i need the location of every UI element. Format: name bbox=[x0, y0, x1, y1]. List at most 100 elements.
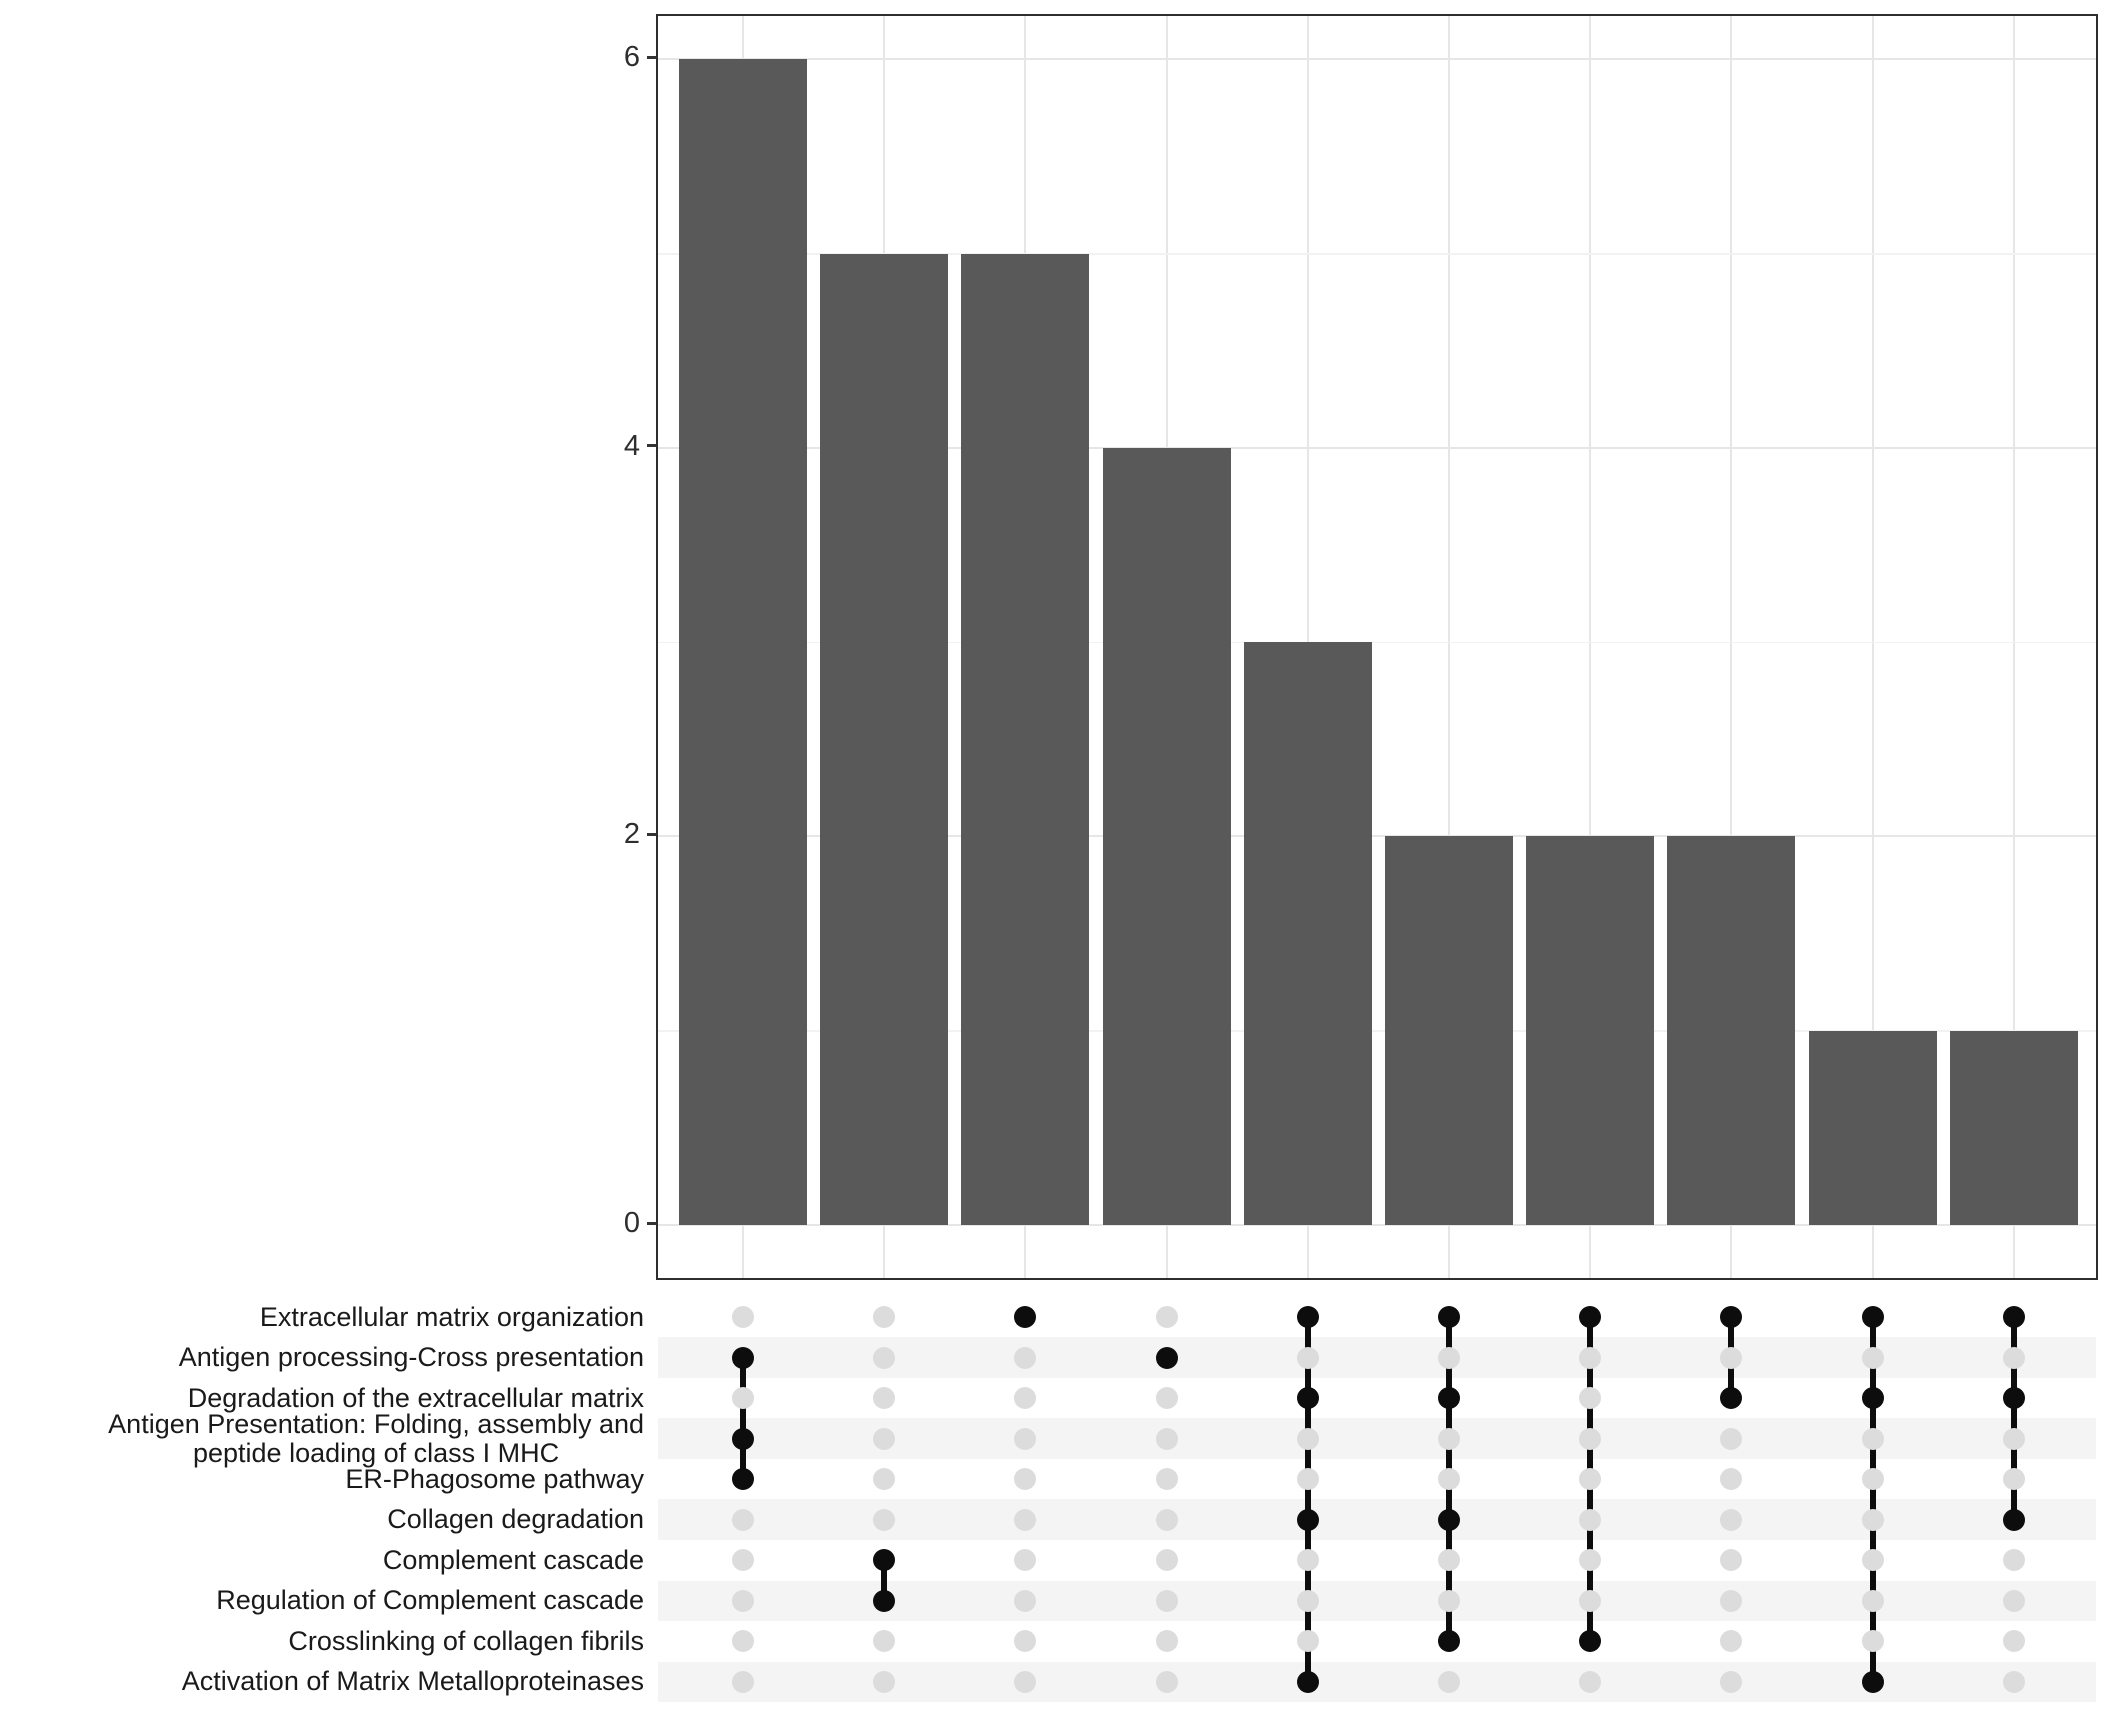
matrix-dot-empty bbox=[2002, 1630, 2025, 1653]
matrix-dot-empty bbox=[1296, 1549, 1319, 1572]
matrix-dot-empty bbox=[1579, 1508, 1602, 1531]
matrix-dot-empty bbox=[1438, 1427, 1460, 1450]
matrix-dot-empty bbox=[873, 1468, 896, 1491]
matrix-dot-filled bbox=[1861, 1387, 1884, 1410]
matrix-dot-empty bbox=[1438, 1346, 1460, 1369]
grid-line-v bbox=[1448, 16, 1450, 1278]
y-tick-mark bbox=[647, 55, 656, 59]
set-label: Crosslinking of collagen fibrils bbox=[288, 1625, 644, 1656]
matrix-dot-filled bbox=[1579, 1306, 1602, 1328]
matrix-dot-empty bbox=[2002, 1670, 2025, 1693]
matrix-dot-empty bbox=[1155, 1468, 1178, 1491]
matrix-dot-empty bbox=[1014, 1427, 1037, 1450]
matrix-dot-filled bbox=[1438, 1306, 1460, 1328]
matrix-dot-empty bbox=[1579, 1346, 1602, 1369]
matrix-dot-empty bbox=[1861, 1630, 1884, 1653]
matrix-dot-empty bbox=[732, 1306, 754, 1328]
matrix-dot-empty bbox=[1720, 1630, 1743, 1653]
intersection-bar bbox=[679, 59, 807, 1225]
matrix-dot-filled bbox=[732, 1427, 754, 1450]
matrix-dot-empty bbox=[1296, 1589, 1319, 1612]
set-label: Degradation of the extracellular matrix bbox=[187, 1382, 644, 1413]
matrix-dot-empty bbox=[1014, 1387, 1037, 1410]
matrix-row-stripe bbox=[658, 1580, 2096, 1622]
matrix-dot-filled bbox=[1296, 1387, 1319, 1410]
matrix-dot-empty bbox=[1861, 1508, 1884, 1531]
matrix-dot-filled bbox=[1438, 1630, 1460, 1653]
intersection-bar bbox=[1667, 836, 1796, 1225]
grid-line-v bbox=[2012, 16, 2015, 1278]
grid-line-v bbox=[1871, 16, 1874, 1278]
matrix-dot-empty bbox=[1296, 1427, 1319, 1450]
matrix-dot-empty bbox=[873, 1306, 896, 1328]
matrix-dot-empty bbox=[1861, 1427, 1884, 1450]
matrix-dot-empty bbox=[732, 1670, 754, 1693]
matrix-dot-empty bbox=[1720, 1549, 1743, 1572]
matrix-dot-filled bbox=[1014, 1306, 1037, 1328]
matrix-dot-empty bbox=[1014, 1346, 1037, 1369]
set-label: ER-Phagosome pathway bbox=[345, 1463, 644, 1494]
matrix-dot-filled bbox=[1438, 1508, 1460, 1531]
set-label: Extracellular matrix organization bbox=[259, 1301, 644, 1332]
matrix-dot-empty bbox=[1296, 1468, 1319, 1491]
matrix-dot-filled bbox=[732, 1468, 754, 1491]
intersection-bar bbox=[1102, 447, 1231, 1225]
y-tick-mark bbox=[647, 1221, 656, 1225]
matrix-dot-empty bbox=[1438, 1589, 1460, 1612]
matrix-dot-empty bbox=[1720, 1508, 1743, 1531]
matrix-dot-empty bbox=[1579, 1427, 1602, 1450]
matrix-dot-empty bbox=[2002, 1346, 2025, 1369]
matrix-dot-empty bbox=[873, 1630, 896, 1653]
matrix-dot-filled bbox=[1296, 1670, 1319, 1693]
set-label-line: Antigen Presentation: Folding, assembly … bbox=[108, 1408, 644, 1439]
matrix-dot-empty bbox=[873, 1346, 896, 1369]
matrix-dot-empty bbox=[1438, 1549, 1460, 1572]
matrix-dot-filled bbox=[2002, 1387, 2025, 1410]
matrix-dot-empty bbox=[1155, 1630, 1178, 1653]
intersection-bar bbox=[1949, 1030, 2078, 1225]
matrix-dot-empty bbox=[732, 1589, 754, 1612]
y-tick-label: 2 bbox=[623, 818, 640, 851]
grid-line-h-major bbox=[658, 58, 2096, 61]
matrix-dot-empty bbox=[1014, 1670, 1037, 1693]
grid-line-h-minor bbox=[658, 641, 2096, 644]
matrix-dot-empty bbox=[873, 1387, 896, 1410]
matrix-dot-empty bbox=[1579, 1670, 1602, 1693]
set-label-line: peptide loading of class I MHC bbox=[192, 1437, 560, 1468]
matrix-dot-empty bbox=[1014, 1468, 1037, 1491]
matrix-dot-filled bbox=[1438, 1387, 1460, 1410]
matrix-dot-empty bbox=[2002, 1589, 2025, 1612]
matrix-dot-empty bbox=[873, 1427, 896, 1450]
matrix-dot-empty bbox=[1155, 1306, 1178, 1328]
matrix-dot-empty bbox=[1861, 1549, 1884, 1572]
matrix-dot-empty bbox=[1579, 1468, 1602, 1491]
matrix-connector bbox=[1304, 1317, 1311, 1682]
intersection-bar bbox=[1526, 836, 1655, 1225]
matrix-dot-filled bbox=[1720, 1306, 1743, 1328]
matrix-dot-empty bbox=[1861, 1346, 1884, 1369]
grid-line-h-major bbox=[658, 835, 2096, 838]
grid-line-h-minor bbox=[658, 253, 2096, 255]
matrix-dot-empty bbox=[1579, 1549, 1602, 1572]
matrix-dot-empty bbox=[1155, 1549, 1178, 1572]
y-tick-mark bbox=[647, 832, 656, 836]
matrix-row-stripe bbox=[658, 1418, 2096, 1459]
grid-line-v bbox=[1730, 16, 1733, 1278]
matrix-row-stripe bbox=[658, 1661, 2096, 1703]
matrix-dot-filled bbox=[1579, 1630, 1602, 1653]
matrix-connector bbox=[1869, 1317, 1876, 1682]
matrix-dot-empty bbox=[1861, 1468, 1884, 1491]
y-tick-label: 4 bbox=[623, 429, 640, 462]
matrix-dot-empty bbox=[1014, 1549, 1037, 1572]
matrix-dot-empty bbox=[1720, 1427, 1743, 1450]
matrix-dot-empty bbox=[1579, 1589, 1602, 1612]
y-tick-label: 6 bbox=[623, 41, 640, 74]
set-label: Complement cascade bbox=[382, 1544, 644, 1575]
y-tick-label: 0 bbox=[623, 1207, 640, 1239]
intersection-bar bbox=[820, 253, 949, 1225]
matrix-dot-empty bbox=[1720, 1670, 1743, 1693]
matrix-dot-empty bbox=[1861, 1589, 1884, 1612]
matrix-dot-filled bbox=[2002, 1306, 2025, 1328]
set-label: Collagen degradation bbox=[387, 1504, 644, 1535]
matrix-dot-empty bbox=[1438, 1670, 1460, 1693]
